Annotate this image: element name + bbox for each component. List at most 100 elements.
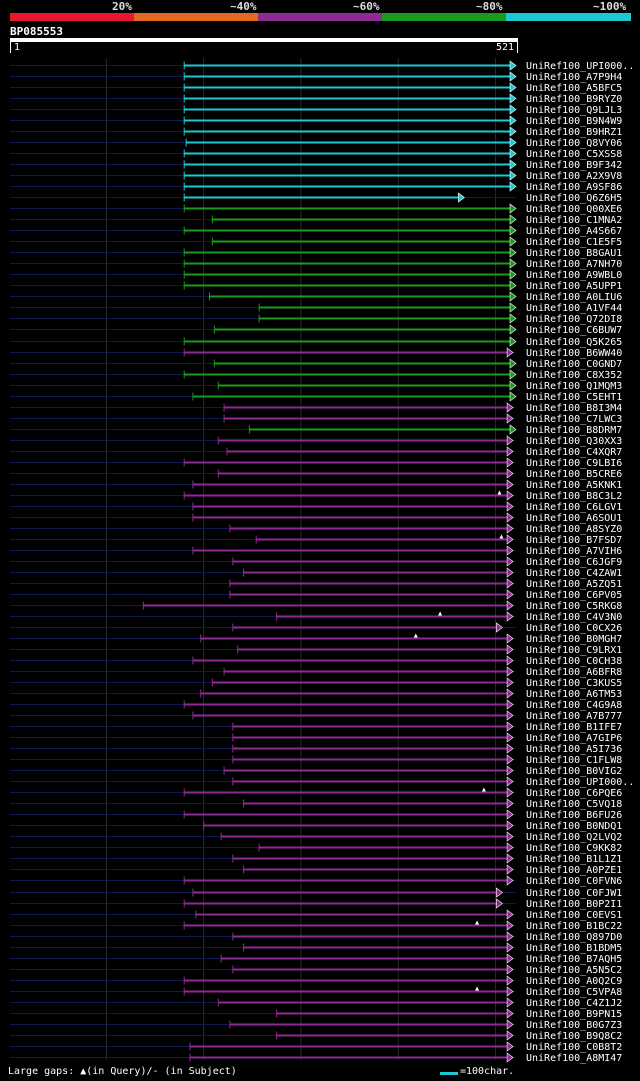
hit-label[interactable]: UniRef100_Q2LVQ2 — [526, 832, 622, 843]
hit-label[interactable]: UniRef100_A9WBL0 — [526, 270, 622, 281]
hit-label[interactable]: UniRef100_A7VIH6 — [526, 546, 622, 557]
hit-row[interactable]: UniRef100_C0EVS1 — [10, 909, 622, 921]
hit-row[interactable]: UniRef100_A6BFR8 — [10, 666, 622, 678]
hit-row[interactable]: UniRef100_C1MNA2 — [10, 214, 622, 226]
hit-label[interactable]: UniRef100_B9Q8C2 — [526, 1031, 622, 1042]
hit-label[interactable]: UniRef100_A8SYZ0 — [526, 524, 622, 535]
hit-label[interactable]: UniRef100_B0P2I1 — [526, 899, 622, 910]
hit-row[interactable]: UniRef100_A7B777 — [10, 710, 622, 722]
hit-label[interactable]: UniRef100_C4V3N0 — [526, 612, 622, 623]
hit-label[interactable]: UniRef100_A0LIU6 — [526, 292, 622, 303]
hit-row[interactable]: UniRef100_B5CRE6 — [10, 468, 622, 480]
hit-label[interactable]: UniRef100_A5I736 — [526, 744, 622, 755]
hit-row[interactable]: UniRef100_Q2LVQ2 — [10, 831, 622, 843]
hit-label[interactable]: UniRef100_Q897D0 — [526, 932, 622, 943]
hit-label[interactable]: UniRef100_B6WW40 — [526, 348, 622, 359]
hit-row[interactable]: UniRef100_C4V3N0 — [10, 611, 622, 624]
hit-label[interactable]: UniRef100_A5KNK1 — [526, 480, 622, 491]
hit-row[interactable]: UniRef100_A9SF86 — [10, 181, 622, 193]
hit-label[interactable]: UniRef100_Q30XX3 — [526, 436, 622, 447]
hit-row[interactable]: UniRef100_B0G7Z3 — [10, 1019, 622, 1031]
hit-row[interactable]: UniRef100_C9LRX1 — [10, 644, 622, 656]
hit-label[interactable]: UniRef100_C6BUW7 — [526, 325, 622, 336]
hit-row[interactable]: UniRef100_A5UPP1 — [10, 280, 622, 292]
hit-label[interactable]: UniRef100_B9N4W9 — [526, 116, 622, 127]
hit-row[interactable]: UniRef100_B1IFE7 — [10, 721, 622, 733]
hit-label[interactable]: UniRef100_C9LRX1 — [526, 645, 622, 656]
hit-label[interactable]: UniRef100_UPI000.. — [526, 61, 634, 72]
hit-label[interactable]: UniRef100_C8X352 — [526, 370, 622, 381]
hit-row[interactable]: UniRef100_B1BDM5 — [10, 942, 622, 954]
hit-row[interactable]: UniRef100_C4Z1J2 — [10, 997, 622, 1009]
hit-label[interactable]: UniRef100_B6FU26 — [526, 810, 622, 821]
hit-row[interactable]: UniRef100_C7LWC3 — [10, 413, 622, 425]
hit-row[interactable]: UniRef100_B7FSD7 — [10, 534, 622, 547]
hit-label[interactable]: UniRef100_A7GIP6 — [526, 733, 622, 744]
hit-label[interactable]: UniRef100_B0G7Z3 — [526, 1020, 622, 1031]
hit-row[interactable]: UniRef100_B9RYZ0 — [10, 93, 622, 105]
hit-label[interactable]: UniRef100_C4Z1J2 — [526, 998, 622, 1009]
hit-row[interactable]: UniRef100_C0GND7 — [10, 358, 622, 370]
hit-label[interactable]: UniRef100_C6JGF9 — [526, 557, 622, 568]
hit-row[interactable]: UniRef100_C4G9A8 — [10, 699, 622, 711]
hit-label[interactable]: UniRef100_B9HRZ1 — [526, 127, 622, 138]
hit-label[interactable]: UniRef100_A7NH70 — [526, 259, 622, 270]
hit-row[interactable]: UniRef100_A8MI47 — [10, 1052, 622, 1064]
hit-row[interactable]: UniRef100_C1E5F5 — [10, 236, 622, 248]
hit-label[interactable]: UniRef100_C1MNA2 — [526, 215, 622, 226]
hit-label[interactable]: UniRef100_A6BFR8 — [526, 667, 622, 678]
hit-label[interactable]: UniRef100_B0NDQ1 — [526, 821, 622, 832]
hit-row[interactable]: UniRef100_A5BFC5 — [10, 82, 622, 94]
hit-label[interactable]: UniRef100_B9RYZ0 — [526, 94, 622, 105]
hit-label[interactable]: UniRef100_C0B8T2 — [526, 1042, 622, 1053]
hit-row[interactable]: UniRef100_C6PV05 — [10, 589, 622, 601]
hit-row[interactable]: UniRef100_B9F342 — [10, 159, 622, 171]
hit-row[interactable]: UniRef100_Q6Z6H5 — [10, 192, 622, 204]
hit-label[interactable]: UniRef100_B1BDM5 — [526, 943, 622, 954]
hit-row[interactable]: UniRef100_A2X9V8 — [10, 170, 622, 182]
hit-row[interactable]: UniRef100_C5VPA8 — [10, 986, 622, 999]
hit-row[interactable]: UniRef100_B7AQH5 — [10, 953, 622, 965]
hit-row[interactable]: UniRef100_Q5K265 — [10, 336, 622, 348]
hit-row[interactable]: UniRef100_A0LIU6 — [10, 291, 622, 303]
hit-row[interactable]: UniRef100_C6JGF9 — [10, 556, 622, 568]
hit-label[interactable]: UniRef100_B1BC22 — [526, 921, 622, 932]
hit-row[interactable]: UniRef100_C1FLW8 — [10, 754, 622, 766]
hit-row[interactable]: UniRef100_Q1MQM3 — [10, 380, 622, 392]
hit-label[interactable]: UniRef100_C5EHT1 — [526, 392, 622, 403]
hit-row[interactable]: UniRef100_C6BUW7 — [10, 324, 622, 336]
hit-row[interactable]: UniRef100_C4ZAW1 — [10, 567, 622, 579]
hit-row[interactable]: UniRef100_C0FVN6 — [10, 875, 622, 887]
hit-row[interactable]: UniRef100_C4XQR7 — [10, 446, 622, 458]
hit-label[interactable]: UniRef100_C5VQ18 — [526, 799, 622, 810]
hit-label[interactable]: UniRef100_C7LWC3 — [526, 414, 622, 425]
hit-row[interactable]: UniRef100_B0VIG2 — [10, 765, 622, 777]
hit-row[interactable]: UniRef100_B8I3M4 — [10, 402, 622, 414]
hit-label[interactable]: UniRef100_Q1MQM3 — [526, 381, 622, 392]
hit-label[interactable]: UniRef100_C9LBI6 — [526, 458, 622, 469]
hit-row[interactable]: UniRef100_B9N4W9 — [10, 115, 622, 127]
hit-label[interactable]: UniRef100_C6PQE6 — [526, 788, 622, 799]
hit-label[interactable]: UniRef100_A4S667 — [526, 226, 622, 237]
hit-label[interactable]: UniRef100_B8C3L2 — [526, 491, 622, 502]
hit-row[interactable]: UniRef100_B6FU26 — [10, 809, 622, 821]
hit-label[interactable]: UniRef100_B0MGH7 — [526, 634, 622, 645]
hit-row[interactable]: UniRef100_B0P2I1 — [10, 898, 622, 910]
hit-label[interactable]: UniRef100_C0GND7 — [526, 359, 622, 370]
hit-label[interactable]: UniRef100_B0VIG2 — [526, 766, 622, 777]
hit-row[interactable]: UniRef100_Q72DI8 — [10, 313, 622, 325]
hit-label[interactable]: UniRef100_Q5K265 — [526, 337, 622, 348]
hit-label[interactable]: UniRef100_Q6Z6H5 — [526, 193, 622, 204]
hit-row[interactable]: UniRef100_A5I736 — [10, 743, 622, 755]
hit-label[interactable]: UniRef100_A5BFC5 — [526, 83, 622, 94]
hit-row[interactable]: UniRef100_Q897D0 — [10, 931, 622, 943]
hit-row[interactable]: UniRef100_C0B8T2 — [10, 1041, 622, 1053]
hit-label[interactable]: UniRef100_B1IFE7 — [526, 722, 622, 733]
hit-row[interactable]: UniRef100_B8C3L2 — [10, 490, 622, 503]
hit-label[interactable]: UniRef100_C4G9A8 — [526, 700, 622, 711]
hit-row[interactable]: UniRef100_B9PN15 — [10, 1008, 622, 1020]
hit-label[interactable]: UniRef100_C0CH38 — [526, 656, 622, 667]
hit-row[interactable]: UniRef100_C5XSS8 — [10, 148, 622, 160]
hit-row[interactable]: UniRef100_Q00XE6 — [10, 203, 622, 215]
hit-row[interactable]: UniRef100_B0MGH7 — [10, 633, 622, 646]
